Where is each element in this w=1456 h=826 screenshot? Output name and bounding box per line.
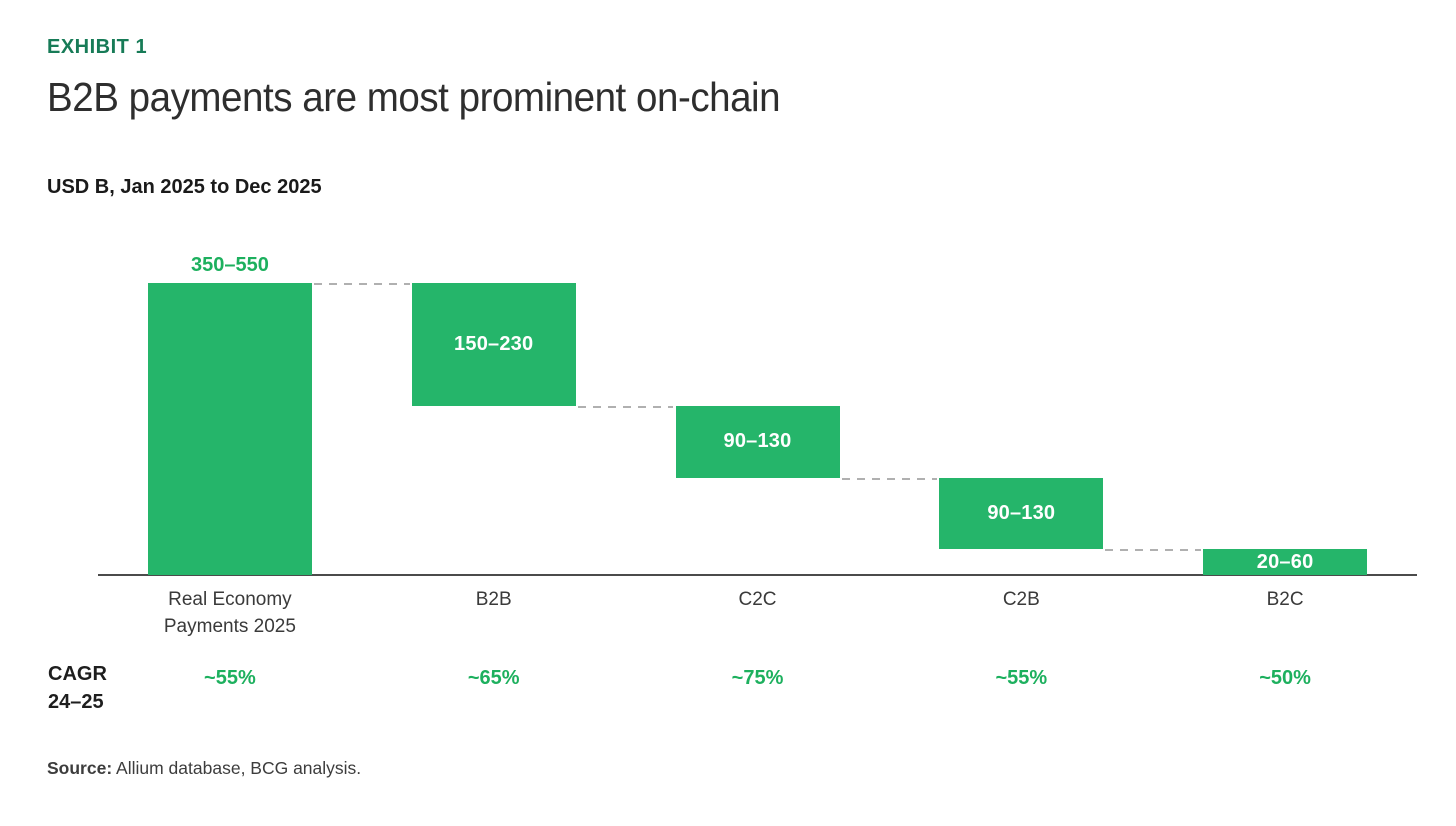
waterfall-bar-b2c: 20–60 [1203, 549, 1368, 575]
category-label: C2B [1002, 589, 1040, 610]
category-label: C2C [738, 589, 777, 610]
chart-units-subtitle: USD B, Jan 2025 to Dec 2025 [47, 176, 322, 198]
connector-line [313, 282, 410, 285]
connector-line [841, 477, 938, 480]
waterfall-bar-c2b: 90–130 [939, 477, 1104, 549]
connector-line [1105, 549, 1202, 551]
source-label: Source: [47, 758, 113, 778]
waterfall-bar-real-economy [147, 282, 312, 575]
bar-value-label: 90–130 [723, 430, 792, 453]
cagr-value: ~65% [467, 667, 520, 689]
bar-value-label: 20–60 [1256, 550, 1314, 573]
cagr-row-label: CAGR 24–25 [48, 660, 107, 716]
cagr-row-label-line2: 24–25 [48, 691, 104, 713]
bar-value-label: 150–230 [454, 332, 534, 355]
waterfall-bar-b2b: 150–230 [411, 282, 576, 406]
connector-line [577, 406, 674, 408]
source-note: Source: Allium database, BCG analysis. [47, 758, 361, 779]
bar-value-label: 350–550 [190, 253, 269, 276]
exhibit-label: EXHIBIT 1 [47, 36, 148, 58]
cagr-value: ~50% [1259, 667, 1311, 689]
source-text: Allium database, BCG analysis. [112, 758, 362, 778]
waterfall-bar-c2c: 90–130 [675, 406, 840, 478]
category-label: B2B [475, 589, 512, 610]
category-label: Real Economy Payments 2025 [163, 589, 296, 637]
cagr-row-label-line1: CAGR [48, 663, 107, 685]
cagr-value: ~75% [731, 667, 784, 689]
cagr-value: ~55% [995, 667, 1048, 689]
page-title: B2B payments are most prominent on-chain [47, 74, 781, 120]
category-label: B2C [1266, 589, 1304, 610]
cagr-value: ~55% [204, 667, 256, 689]
bar-value-label: 90–130 [987, 501, 1056, 524]
x-axis-line [98, 574, 1417, 576]
